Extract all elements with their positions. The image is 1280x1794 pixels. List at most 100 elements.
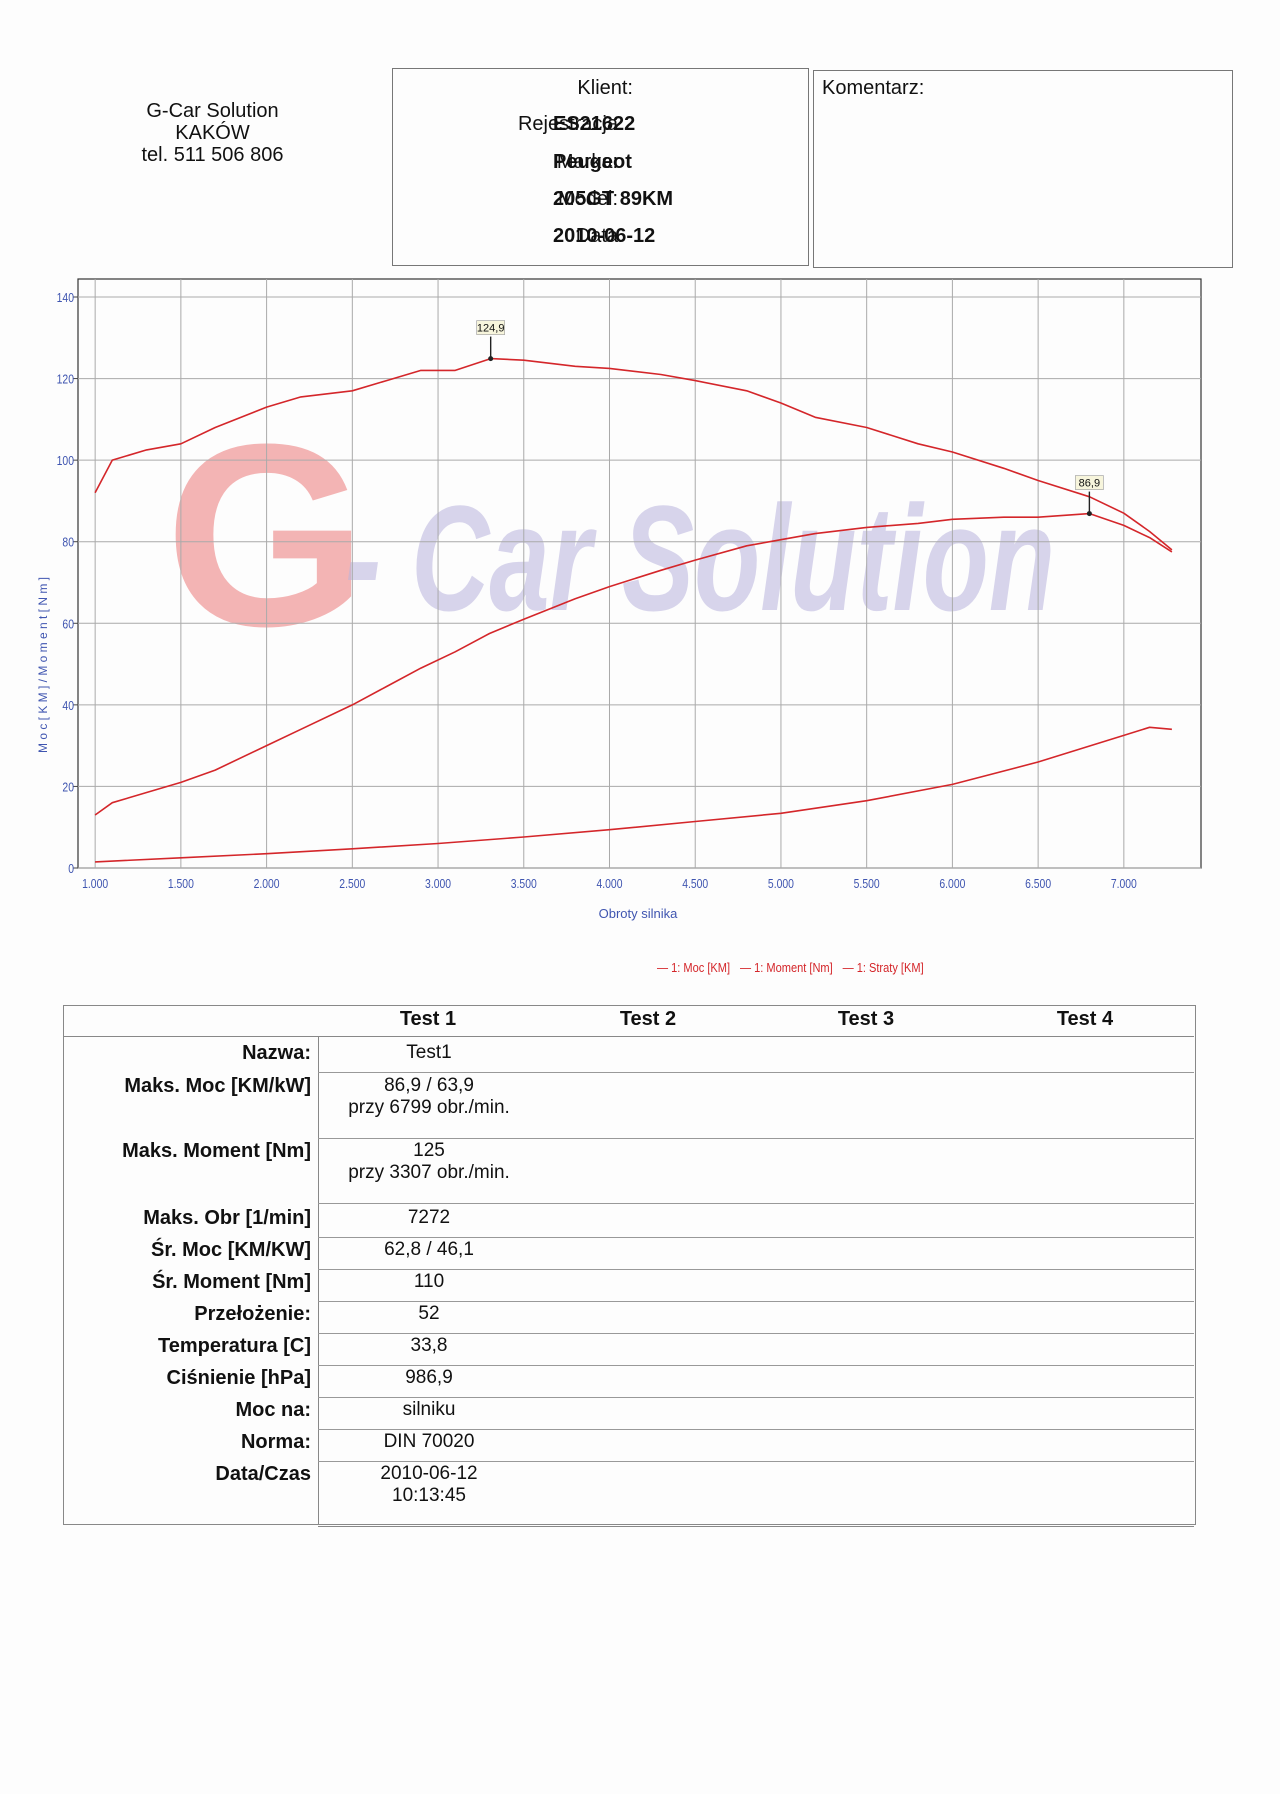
legend-item-torque: — 1: Moment [Nm] (739, 960, 833, 975)
y-tick-label: 100 (57, 454, 75, 468)
row-divider (318, 1237, 1194, 1238)
annotation-box (476, 320, 505, 335)
row-value: 62,8 / 46,1 (318, 1239, 540, 1261)
row-divider (318, 1333, 1194, 1334)
annotation-label: 124,9 (477, 323, 505, 335)
row-divider (318, 1203, 1194, 1204)
row-value-line: 62,8 / 46,1 (384, 1239, 474, 1260)
client-label: Marka: (556, 151, 618, 173)
row-divider (318, 1301, 1194, 1302)
client-row-date: Data 2010-06-12 (393, 225, 808, 255)
row-label: Data/Czas (215, 1463, 311, 1485)
row-value: 125 przy 3307 obr./min. (318, 1140, 540, 1184)
row-value-line: 986,9 (405, 1367, 453, 1388)
losses-curve (95, 726, 1172, 863)
watermark: G - Car Solution (165, 391, 1055, 681)
row-label: Śr. Moc [KM/KW] (151, 1239, 311, 1261)
company-name: G-Car Solution (146, 100, 279, 122)
company-info: G-Car Solution KAKÓW tel. 511 506 806 (90, 100, 335, 166)
annotation-box (1075, 475, 1104, 490)
chart-legend: — 1: Moc [KM] — 1: Moment [Nm] — 1: Stra… (657, 960, 930, 975)
label-column (63, 1036, 319, 1525)
y-tick-label: 0 (68, 862, 74, 876)
row-label: Moc na: (235, 1399, 311, 1421)
annotation-dot (488, 356, 494, 362)
row-value-line: 7272 (407, 1207, 451, 1228)
row-divider (318, 1461, 1194, 1462)
col-test-2: Test 2 (619, 1008, 677, 1030)
row-value: Test1 (318, 1042, 540, 1064)
y-tick-label: 120 (57, 373, 75, 387)
chart-grid (73, 278, 1202, 869)
client-title: Klient: (577, 77, 633, 99)
row-value-line: DIN 70020 (383, 1431, 475, 1452)
row-value-line: 125 (413, 1140, 445, 1161)
y-axis-label: M o c [ K M ] / M o m e n t [ N m ] (36, 577, 50, 753)
company-city: KAKÓW (175, 122, 250, 144)
torque-curve (94, 357, 1173, 551)
results-table (63, 1005, 1196, 1525)
row-value: DIN 70020 (318, 1431, 540, 1453)
x-tick-label: 5.000 (768, 877, 794, 891)
chart-ticks: 1.000 1.500 2.000 2.500 3.000 3.500 4.000 4.500… (57, 291, 1138, 891)
legend-item-losses: — 1: Straty [KM] (842, 960, 924, 975)
comment-box: Komentarz: (813, 70, 1233, 268)
client-row-make: Marka: Peugeot (393, 151, 808, 181)
client-row-model: Model: 205GT 89KM (393, 188, 808, 218)
row-value-line: 110 (413, 1271, 445, 1292)
client-value: ES21622 (553, 113, 636, 135)
row-value: 7272 (318, 1207, 540, 1229)
chart-series (94, 357, 1173, 863)
client-value: Peugeot (553, 151, 632, 173)
row-value-line: przy 3307 obr./min. (348, 1162, 510, 1183)
row-label: Śr. Moment [Nm] (152, 1271, 311, 1293)
row-divider (318, 1269, 1194, 1270)
row-value: 52 (318, 1303, 540, 1325)
row-value-line: 86,9 / 63,9 (384, 1075, 474, 1096)
x-tick-label: 3.000 (425, 877, 451, 891)
y-tick-label: 20 (62, 780, 74, 794)
row-label: Maks. Obr [1/min] (143, 1207, 311, 1229)
row-label: Maks. Moc [KM/kW] (124, 1075, 311, 1097)
annotation-dot (1086, 511, 1092, 517)
x-tick-label: 2.500 (339, 877, 365, 891)
row-divider (318, 1365, 1194, 1366)
x-tick-label: 7.000 (1111, 877, 1137, 891)
row-value: 110 (318, 1271, 540, 1293)
y-tick-label: 140 (57, 291, 75, 305)
row-value-line: 2010-06-12 (380, 1463, 478, 1484)
x-tick-label: 3.500 (511, 877, 537, 891)
client-value: 205GT 89KM (553, 188, 674, 210)
row-value: 2010-06-12 10:13:45 (318, 1463, 540, 1507)
comment-label: Komentarz: (822, 77, 925, 99)
row-value: 86,9 / 63,9 przy 6799 obr./min. (318, 1075, 540, 1119)
row-divider (318, 1397, 1194, 1398)
row-divider (318, 1138, 1194, 1139)
col-test-4: Test 4 (1056, 1008, 1114, 1030)
y-tick-label: 80 (62, 536, 74, 550)
legend-item-power: — 1: Moc [KM] (657, 960, 731, 975)
row-value-line: 10:13:45 (392, 1485, 466, 1506)
row-value: 986,9 (318, 1367, 540, 1389)
col-test-1: Test 1 (399, 1008, 457, 1030)
x-tick-label: 5.500 (854, 877, 880, 891)
dyno-chart: G - Car Solution 1.000 1.500 2.000 2.500 3.0… (36, 278, 1202, 921)
row-label: Przełożenie: (194, 1303, 311, 1325)
x-axis-label: Obroty silnika (599, 906, 679, 921)
x-tick-label: 4.000 (596, 877, 622, 891)
chart-annotations: 124,9 86,9 (476, 320, 1104, 517)
row-value: silniku (318, 1399, 540, 1421)
row-value-line: 33,8 (410, 1335, 448, 1356)
client-box: Klient: Rejestracja ES21622 Marka: Peuge… (392, 68, 809, 266)
row-divider (318, 1429, 1194, 1430)
y-tick-label: 60 (62, 617, 74, 631)
client-label: Model: (557, 188, 618, 210)
company-phone: tel. 511 506 806 (141, 144, 284, 166)
y-tick-label: 40 (62, 699, 74, 713)
row-value-line: 52 (418, 1303, 440, 1324)
x-tick-label: 1.000 (82, 877, 108, 891)
x-tick-label: 1.500 (168, 877, 194, 891)
row-label: Norma: (240, 1431, 311, 1453)
row-label: Temperatura [C] (158, 1335, 311, 1357)
annotation-label: 86,9 (1079, 478, 1100, 490)
